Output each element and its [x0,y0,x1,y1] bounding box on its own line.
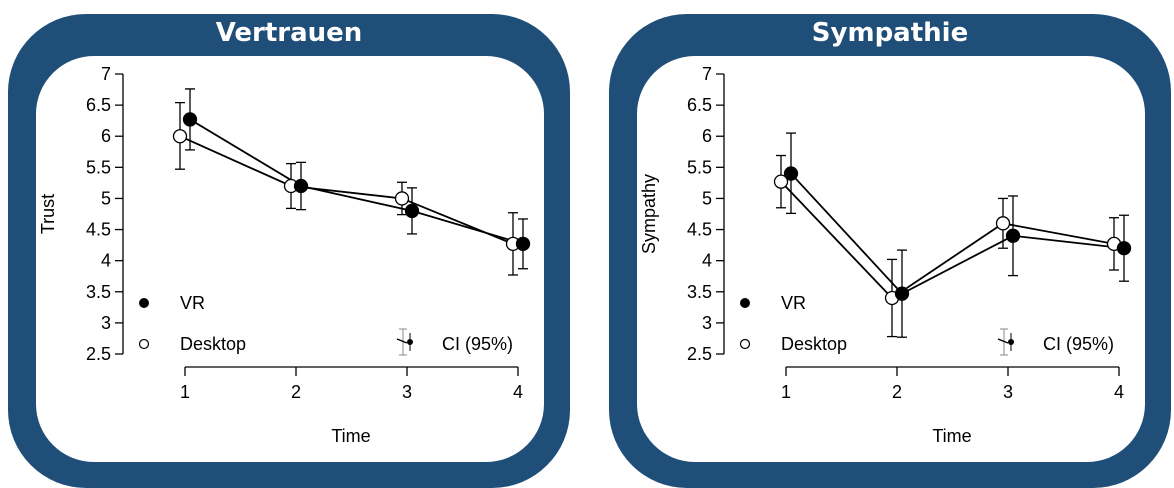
x-tick-label: 4 [1114,382,1124,402]
x-tick-label: 2 [291,382,301,402]
x-tick-label: 3 [402,382,412,402]
data-point-vr [182,112,198,127]
y-tick-label: 4 [702,251,712,271]
y-tick-label: 7 [702,64,712,84]
x-tick-label: 4 [513,382,523,402]
y-tick-label: 2.5 [687,344,712,364]
series-line-desktop [179,135,514,245]
legend-label-vr: VR [781,293,806,313]
y-axis-label: Sympathy [639,174,659,254]
y-tick-label: 6 [101,126,111,146]
panel-title-trust: Vertrauen [215,18,363,48]
ci-legend-glyph [396,338,408,344]
data-point-vr [404,203,420,219]
ci-legend-glyph [1008,339,1014,345]
series-line-vr [790,172,1125,295]
x-axis-label: Time [331,426,370,446]
data-point-desktop [773,174,789,189]
chart-panel-trust: Vertrauen 2.5 3 3.5 4 4.5 5 5.5 6 6.5 7 Trust 1 2 3 4 T… [8,14,570,488]
panel-inner-sympathy: 2.5 3 3.5 4 4.5 5 5.5 6 6.5 7 Sympathy 1 2 3 4 Time VR De… [637,56,1145,462]
panel-title-sympathy: Sympathie [811,18,969,48]
chart-panel-sympathy: Sympathie 2.5 3 3.5 4 4.5 5 5.5 6 6.5 7 Sympathy 1 2… [609,14,1171,488]
y-tick-label: 3.5 [687,282,712,302]
data-point-desktop [394,191,410,206]
data-point-vr [894,286,910,301]
y-tick-label: 4.5 [86,220,111,240]
data-point-vr [293,178,309,194]
x-tick-label: 2 [892,382,902,402]
ci-legend-label: CI (95%) [442,334,513,354]
data-point-vr [783,166,799,181]
chart-trust: 2.5 3 3.5 4 4.5 5 5.5 6 6.5 7 Trust 1 2 3 4 Time VR Deskt… [38,64,531,446]
data-point-desktop [995,216,1011,231]
legend-label-vr: VR [180,293,205,313]
ci-legend-glyph [407,339,413,345]
y-tick-label: 3.5 [86,282,111,302]
y-tick-label: 5 [702,188,712,208]
y-tick-label: 3 [101,313,111,333]
series-line-vr [189,118,524,245]
panel-inner-trust: 2.5 3 3.5 4 4.5 5 5.5 6 6.5 7 Trust 1 2 3 4 Time VR Deskt… [36,56,544,462]
x-tick-label: 1 [180,382,190,402]
legend-marker-desktop [739,338,751,350]
y-tick-label: 5.5 [86,157,111,177]
y-tick-label: 6.5 [86,95,111,115]
data-point-vr [1116,241,1132,256]
y-tick-label: 6.5 [687,95,712,115]
chart-sympathy: 2.5 3 3.5 4 4.5 5 5.5 6 6.5 7 Sympathy 1 2 3 4 Time VR De… [639,64,1132,446]
legend-label-desktop: Desktop [781,334,847,354]
y-tick-label: 6 [702,126,712,146]
series-line-desktop [780,181,1115,300]
y-tick-label: 4 [101,251,111,271]
y-tick-label: 2.5 [86,344,111,364]
ci-legend-label: CI (95%) [1043,334,1114,354]
data-point-desktop [172,129,188,144]
data-point-vr [1005,228,1021,243]
x-tick-label: 1 [781,382,791,402]
y-tick-label: 5.5 [687,157,712,177]
y-tick-label: 3 [702,313,712,333]
x-tick-label: 3 [1003,382,1013,402]
y-axis-label: Trust [38,194,58,234]
legend-marker-vr [139,298,149,308]
data-point-vr [515,236,531,252]
y-tick-label: 5 [101,188,111,208]
x-axis-label: Time [932,426,971,446]
y-tick-label: 4.5 [687,220,712,240]
legend-marker-desktop [138,338,150,350]
ci-legend-glyph [997,338,1009,344]
y-tick-label: 7 [101,64,111,84]
legend-marker-vr [740,298,750,308]
legend-label-desktop: Desktop [180,334,246,354]
